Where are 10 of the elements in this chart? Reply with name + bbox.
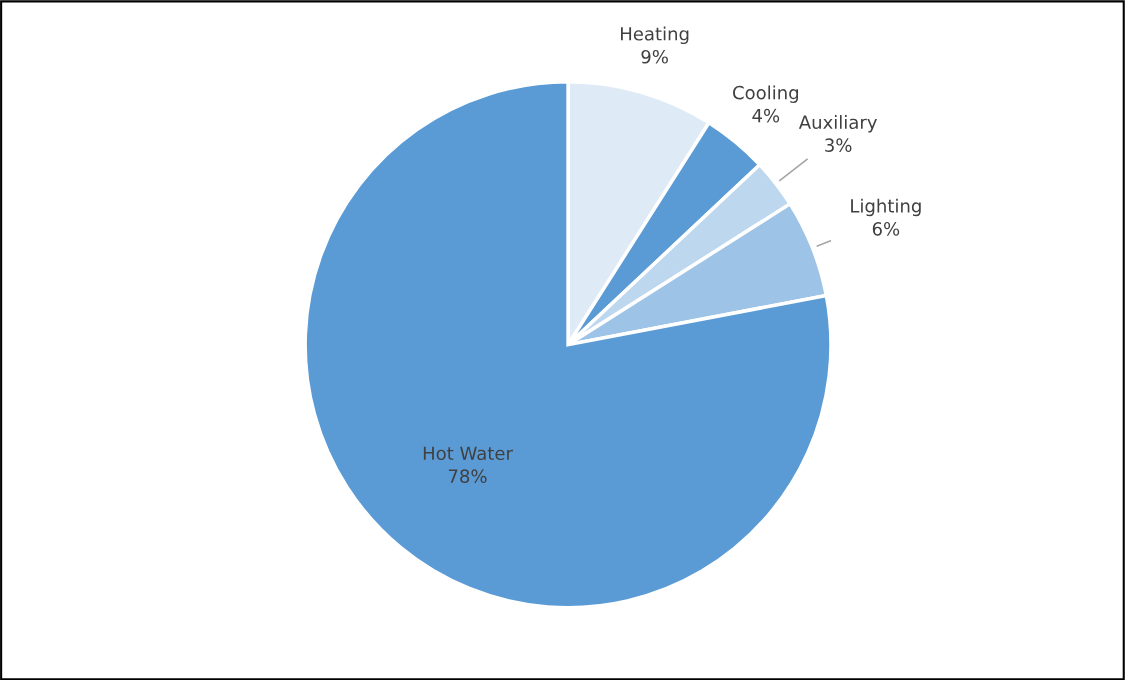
- data-label: 4%: [752, 108, 780, 123]
- slice-label: Cooling: [733, 85, 798, 103]
- data-label: 3%: [825, 138, 852, 152]
- slice-label: Heating: [621, 26, 689, 45]
- data-label: 9%: [641, 49, 668, 64]
- slice-label: Hot Water: [423, 446, 513, 461]
- data-label: 6%: [872, 222, 900, 236]
- data-label: 78%: [448, 469, 487, 484]
- slice-label: Lighting: [851, 198, 921, 217]
- slice-label: Auxiliary: [798, 115, 877, 133]
